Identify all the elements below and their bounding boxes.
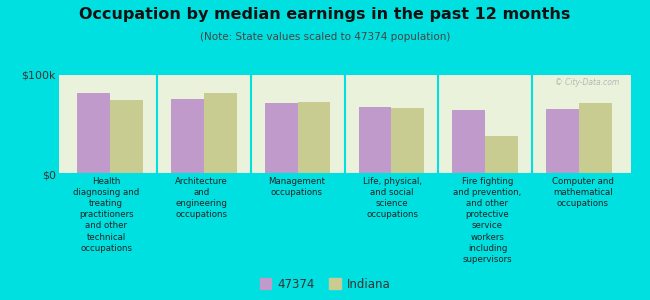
Bar: [579, 103, 612, 174]
Bar: [298, 102, 330, 174]
Bar: [171, 99, 204, 174]
Text: Computer and
mathematical
occupations: Computer and mathematical occupations: [552, 177, 614, 208]
Text: Architecture
and
engineering
occupations: Architecture and engineering occupations: [175, 177, 228, 219]
Bar: [77, 93, 110, 174]
Bar: [391, 108, 424, 174]
Text: © City-Data.com: © City-Data.com: [555, 78, 619, 87]
Bar: [452, 110, 485, 174]
Text: Health
diagnosing and
treating
practitioners
and other
technical
occupations: Health diagnosing and treating practitio…: [73, 177, 139, 253]
Text: Fire fighting
and prevention,
and other
protective
service
workers
including
sup: Fire fighting and prevention, and other …: [454, 177, 521, 264]
Bar: [265, 103, 298, 174]
Legend: 47374, Indiana: 47374, Indiana: [256, 274, 394, 294]
Bar: [204, 93, 237, 174]
Bar: [359, 107, 391, 174]
Text: Management
occupations: Management occupations: [268, 177, 326, 197]
Bar: [485, 136, 518, 174]
Text: Occupation by median earnings in the past 12 months: Occupation by median earnings in the pas…: [79, 8, 571, 22]
Text: (Note: State values scaled to 47374 population): (Note: State values scaled to 47374 popu…: [200, 32, 450, 41]
Bar: [546, 109, 579, 174]
Bar: [110, 100, 143, 174]
Text: Life, physical,
and social
science
occupations: Life, physical, and social science occup…: [363, 177, 422, 219]
